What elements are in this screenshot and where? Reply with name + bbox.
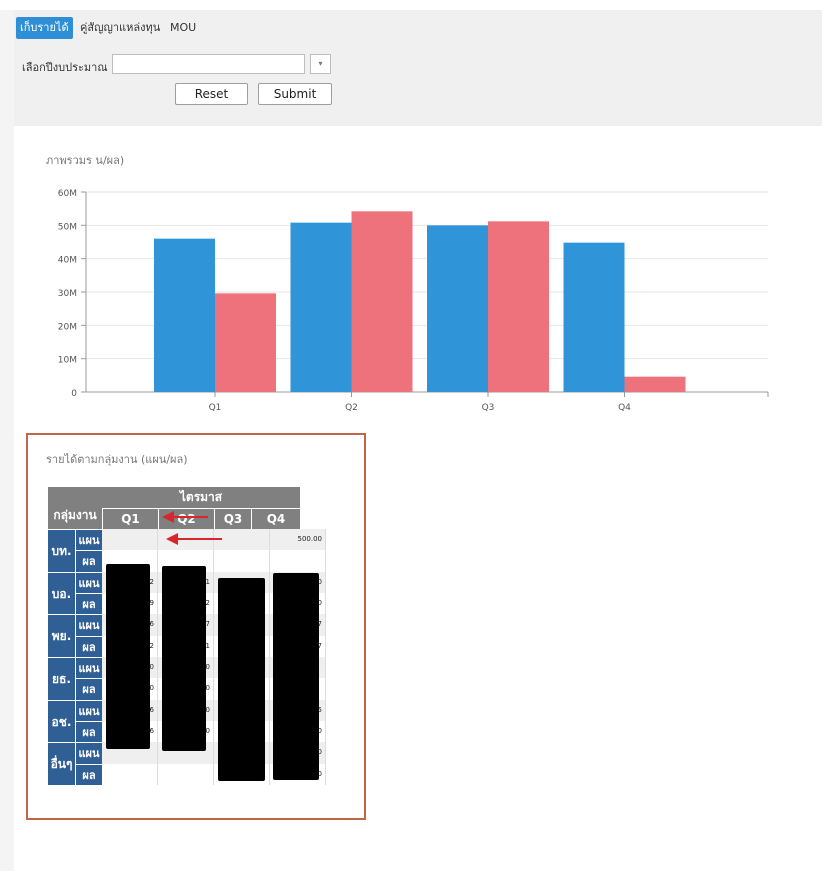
y-tick-label: 30M: [58, 289, 77, 299]
group-label-2: พย.: [48, 614, 75, 657]
chart-title: ภาพรวมร น/ผล): [46, 154, 125, 167]
table-title: รายได้ตามกลุ่มงาน (แผน/ผล): [46, 453, 188, 466]
redaction-block: [273, 573, 319, 780]
row-type-label: ผล: [75, 720, 102, 743]
table-cell: [214, 529, 270, 551]
tab-mou[interactable]: MOU: [170, 21, 197, 34]
row-type-label: แผน: [75, 699, 102, 721]
top-band: [0, 0, 822, 10]
quarter-header-q4: Q4: [251, 508, 300, 529]
redaction-block: [218, 578, 265, 781]
y-tick-label: 10M: [58, 356, 77, 366]
table-cell: [102, 763, 158, 785]
reset-button[interactable]: Reset: [175, 83, 248, 105]
year-select-label: เลือกปีงบประมาณ: [22, 61, 108, 74]
row-type-label: แผน: [75, 529, 102, 551]
row-type-label: แผน: [75, 571, 102, 593]
arrow-head-icon: [162, 511, 174, 523]
table-cell: [270, 550, 326, 572]
row-type-label: ผล: [75, 763, 102, 785]
row-type-label: ผล: [75, 550, 102, 572]
submit-button[interactable]: Submit: [258, 83, 332, 105]
quarter-header-q1: Q1: [102, 508, 158, 529]
bar-q2-series1: [290, 222, 352, 392]
table-cell: [102, 529, 158, 551]
tab-revenue[interactable]: เก็บรายได้: [16, 17, 73, 39]
bar-q3-series1: [427, 225, 488, 392]
row-type-label: ผล: [75, 678, 102, 700]
y-tick-label: 40M: [58, 256, 77, 266]
bar-q4-series2: [624, 376, 686, 392]
row-type-label: แผน: [75, 656, 102, 679]
arrow-head-icon: [166, 533, 178, 545]
y-tick-label: 50M: [58, 222, 77, 232]
group-label-4: อช.: [48, 699, 75, 743]
x-tick-label: Q4: [618, 403, 631, 413]
group-label-5: อื่นๆ: [48, 742, 75, 785]
bar-q3-series2: [488, 221, 549, 392]
year-select[interactable]: [112, 54, 305, 74]
row-type-label: ผล: [75, 635, 102, 657]
redaction-block: [106, 564, 150, 749]
x-tick-label: Q2: [345, 403, 358, 413]
y-tick-label: 60M: [58, 189, 77, 199]
tab-funding-contracts[interactable]: คู่สัญญาแหล่งทุน: [80, 21, 161, 34]
redaction-block: [162, 566, 206, 751]
group-label-3: ยธ.: [48, 656, 75, 700]
table-corner-cell: กลุ่มงาน: [48, 487, 102, 529]
table-cell: 500.00: [270, 529, 326, 551]
bar-q4-series1: [563, 242, 625, 392]
filter-panel: เก็บรายได้ คู่สัญญาแหล่งทุน MOU เลือกปีง…: [14, 10, 822, 126]
quarter-group-header: ไตรมาส: [102, 487, 300, 508]
row-type-label: แผน: [75, 614, 102, 636]
bar-q1-series2: [215, 293, 276, 392]
row-type-label: แผน: [75, 742, 102, 764]
bar-q1-series1: [154, 238, 215, 392]
year-dropdown-toggle[interactable]: ▾: [310, 54, 331, 74]
x-tick-label: Q3: [482, 403, 495, 413]
table-cell: [214, 550, 270, 572]
y-tick-label: 0: [71, 389, 77, 399]
y-tick-label: 20M: [58, 322, 77, 332]
x-tick-label: Q1: [209, 403, 222, 413]
chevron-down-icon: ▾: [318, 59, 323, 68]
bar-q2-series2: [351, 211, 413, 392]
group-label-0: บท.: [48, 529, 75, 572]
quarter-header-q3: Q3: [214, 508, 251, 529]
group-label-1: บอ.: [48, 571, 75, 615]
row-type-label: ผล: [75, 592, 102, 615]
table-cell: [158, 763, 214, 785]
